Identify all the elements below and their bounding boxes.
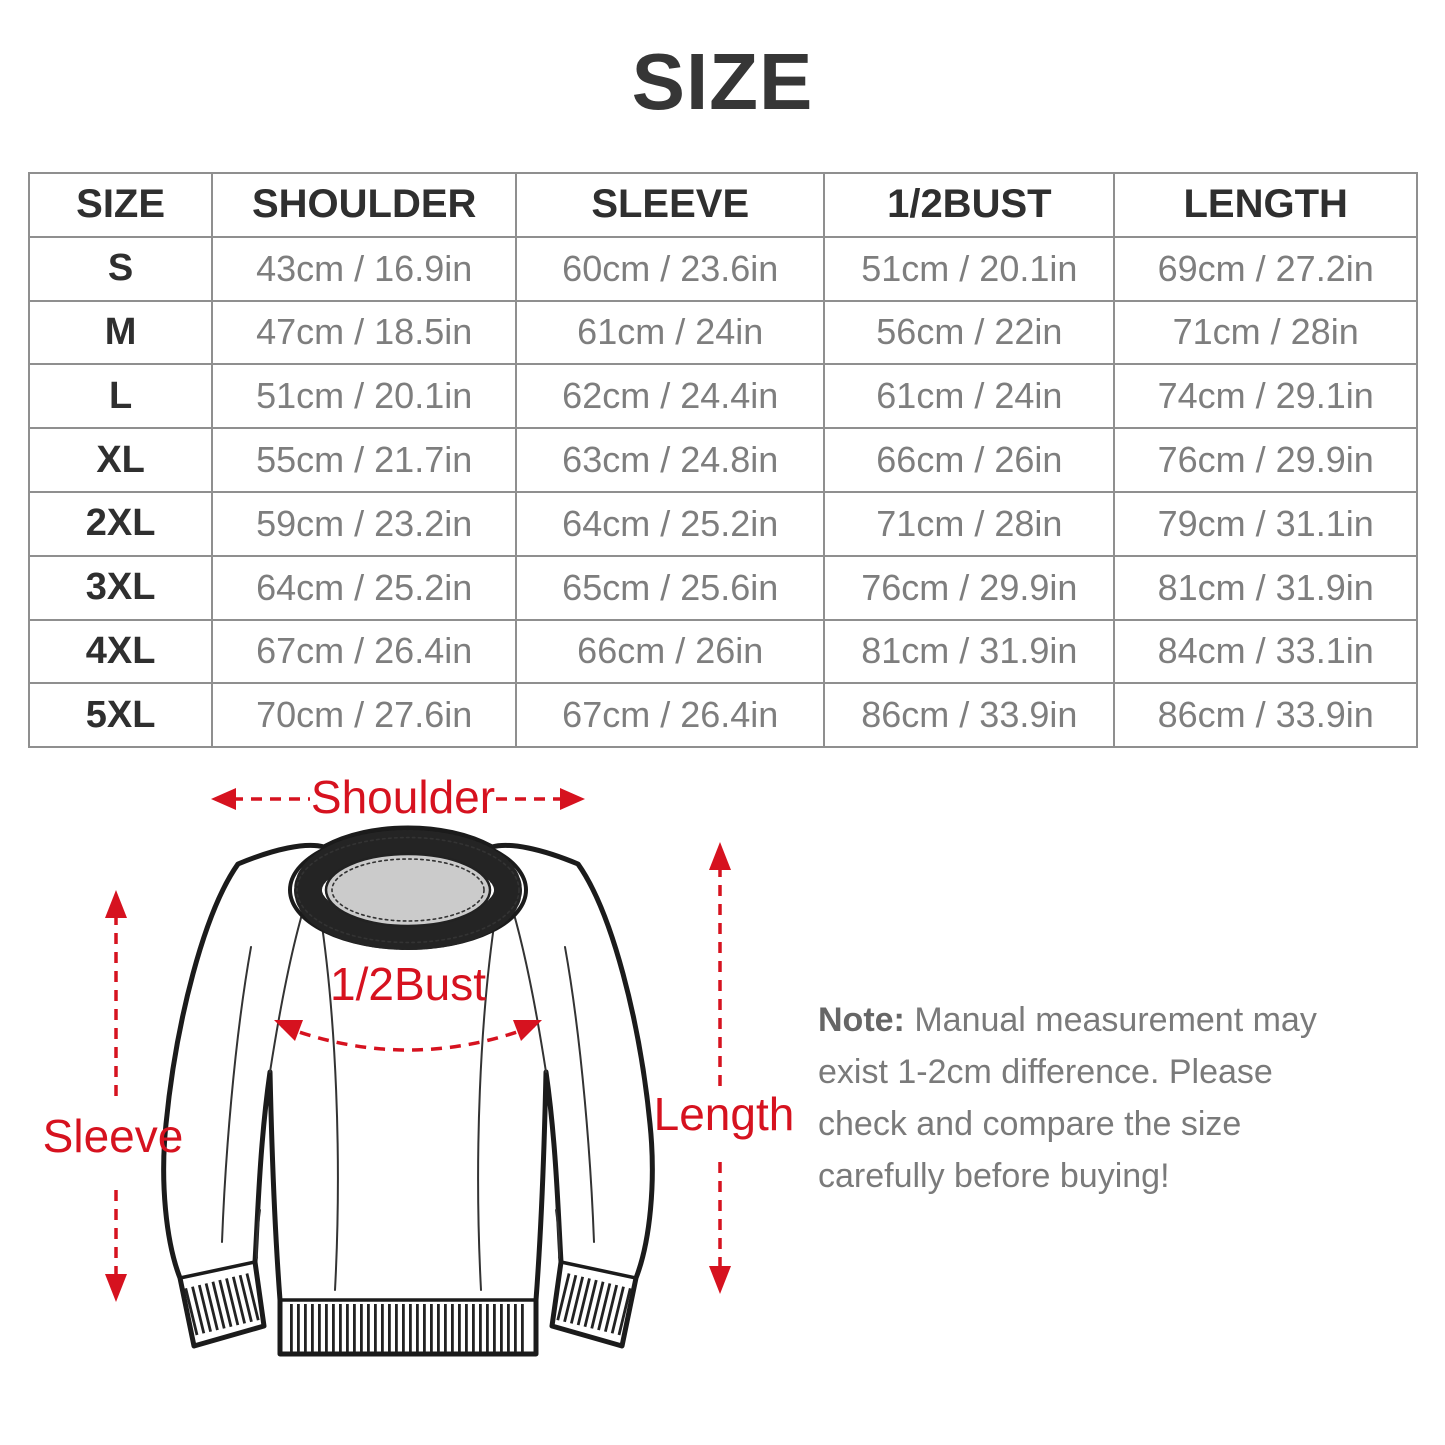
sleeve-value: 67cm / 26.4in: [515, 682, 826, 749]
length-value: 76cm / 29.9in: [1113, 427, 1418, 493]
measurement-labels: Shoulder 1/2Bust Sleeve Length: [43, 771, 795, 1162]
header-row: SIZE SHOULDER SLEEVE 1/2BUST LENGTH: [27, 172, 1418, 238]
halfbust-arrowhead-left-icon: [274, 1020, 303, 1041]
sleeve-value: 60cm / 23.6in: [515, 235, 826, 302]
length-arrowhead-up-icon: [709, 842, 731, 870]
table-row: 5XL 70cm / 27.6in 67cm / 26.4in 86cm / 3…: [27, 682, 1418, 749]
left-body-fold: [319, 911, 339, 1291]
measurement-note: Note: Manual measurement may exist 1-2cm…: [818, 994, 1358, 1202]
shoulder-value: 55cm / 21.7in: [211, 427, 518, 493]
measurement-arrowheads: [105, 788, 731, 1302]
size-label: 3XL: [27, 554, 214, 621]
shoulder-measure-label: Shoulder: [311, 771, 495, 823]
right-cuff-ribbing: [554, 1272, 632, 1336]
header-sleeve: SLEEVE: [515, 172, 826, 238]
right-cuff-seam: [559, 1260, 638, 1280]
size-chart-header: SIZE SHOULDER SLEEVE 1/2BUST LENGTH: [27, 172, 1418, 238]
right-cuff-fold: [555, 1209, 561, 1259]
length-measure-label: Length: [654, 1088, 795, 1140]
length-value: 81cm / 31.9in: [1113, 554, 1418, 621]
halfbust-value: 51cm / 20.1in: [823, 235, 1116, 302]
sweatshirt-illustration: [161, 825, 655, 1357]
left-cuff-fold: [255, 1209, 261, 1259]
header-length: LENGTH: [1113, 172, 1418, 238]
halfbust-arrowhead-right-icon: [513, 1020, 542, 1041]
header-shoulder: SHOULDER: [211, 172, 518, 238]
note-line: Note: Manual measurement may: [818, 994, 1358, 1046]
halfbust-measure-label: 1/2Bust: [330, 958, 486, 1010]
sleeve-value: 62cm / 24.4in: [515, 363, 826, 430]
shoulder-arrowhead-right-icon: [560, 788, 585, 810]
halfbust-value: 56cm / 22in: [823, 299, 1116, 366]
sleeve-measure-label: Sleeve: [43, 1110, 184, 1162]
measurement-diagram: Shoulder 1/2Bust Sleeve Length: [8, 742, 808, 1442]
table-row: 3XL 64cm / 25.2in 65cm / 25.6in 76cm / 2…: [27, 554, 1418, 621]
length-value: 71cm / 28in: [1113, 299, 1418, 366]
size-label: 2XL: [27, 490, 214, 557]
note-line: exist 1-2cm difference. Please: [818, 1053, 1273, 1091]
size-label: L: [27, 363, 214, 430]
length-value: 79cm / 31.1in: [1113, 490, 1418, 557]
header-size: SIZE: [27, 172, 214, 238]
sleeve-arrowhead-up-icon: [105, 890, 127, 918]
sleeve-arrowhead-down-icon: [105, 1274, 127, 1302]
collar-outer-stitch: [296, 836, 520, 944]
sleeve-value: 66cm / 26in: [515, 618, 826, 685]
table-row: L 51cm / 20.1in 62cm / 24.4in 61cm / 24i…: [27, 363, 1418, 430]
note-line: carefully before buying!: [818, 1157, 1170, 1195]
sweater-silhouette: [161, 825, 655, 1357]
table-row: XL 55cm / 21.7in 63cm / 24.8in 66cm / 26…: [27, 427, 1418, 493]
size-label: M: [27, 299, 214, 366]
table-row: M 47cm / 18.5in 61cm / 24in 56cm / 22in …: [27, 299, 1418, 366]
measurement-arrows: [114, 797, 722, 1278]
left-cuff-seam: [178, 1260, 257, 1280]
sleeve-value: 65cm / 25.6in: [515, 554, 826, 621]
collar-inner-neck: [324, 852, 492, 928]
halfbust-value: 86cm / 33.9in: [823, 682, 1116, 749]
shoulder-value: 67cm / 26.4in: [211, 618, 518, 685]
shoulder-value: 47cm / 18.5in: [211, 299, 518, 366]
left-sleeve-fold: [221, 946, 252, 1243]
note-label: Note:: [818, 1001, 905, 1039]
halfbust-value: 76cm / 29.9in: [823, 554, 1116, 621]
length-value: 69cm / 27.2in: [1113, 235, 1418, 302]
collar-ribbing: [294, 830, 522, 950]
right-sleeve-fold: [564, 946, 595, 1243]
halfbust-value: 71cm / 28in: [823, 490, 1116, 557]
table-row: S 43cm / 16.9in 60cm / 23.6in 51cm / 20.…: [27, 235, 1418, 302]
halfbust-value: 66cm / 26in: [823, 427, 1116, 493]
note-line: check and compare the size: [818, 1105, 1242, 1143]
shoulder-arrowhead-left-icon: [211, 788, 236, 810]
sleeve-value: 61cm / 24in: [515, 299, 826, 366]
table-row: 2XL 59cm / 23.2in 64cm / 25.2in 71cm / 2…: [27, 490, 1418, 557]
sleeve-value: 63cm / 24.8in: [515, 427, 826, 493]
shoulder-value: 51cm / 20.1in: [211, 363, 518, 430]
halfbust-value: 61cm / 24in: [823, 363, 1116, 430]
length-value: 74cm / 29.1in: [1113, 363, 1418, 430]
page-title: SIZE: [631, 37, 814, 126]
shoulder-value: 59cm / 23.2in: [211, 490, 518, 557]
header-halfbust: 1/2BUST: [823, 172, 1116, 238]
length-value: 84cm / 33.1in: [1113, 618, 1418, 685]
shoulder-value: 64cm / 25.2in: [211, 554, 518, 621]
note-text: Manual measurement may: [904, 1001, 1317, 1039]
size-label: S: [27, 235, 214, 302]
size-label: XL: [27, 427, 214, 493]
shoulder-value: 43cm / 16.9in: [211, 235, 518, 302]
shoulder-value: 70cm / 27.6in: [211, 682, 518, 749]
sweatshirt-measurement-svg: Shoulder 1/2Bust Sleeve Length: [43, 771, 795, 1357]
length-value: 86cm / 33.9in: [1113, 682, 1418, 749]
sleeve-value: 64cm / 25.2in: [515, 490, 826, 557]
right-body-fold: [477, 911, 497, 1291]
size-chart-table: SIZE SHOULDER SLEEVE 1/2BUST LENGTH S 43…: [27, 172, 1418, 749]
halfbust-value: 81cm / 31.9in: [823, 618, 1116, 685]
size-label: 5XL: [27, 682, 214, 749]
size-label: 4XL: [27, 618, 214, 685]
left-cuff-ribbing: [184, 1272, 262, 1336]
table-row: 4XL 67cm / 26.4in 66cm / 26in 81cm / 31.…: [27, 618, 1418, 685]
collar-inner-stitch: [331, 858, 485, 922]
length-arrowhead-down-icon: [709, 1266, 731, 1294]
